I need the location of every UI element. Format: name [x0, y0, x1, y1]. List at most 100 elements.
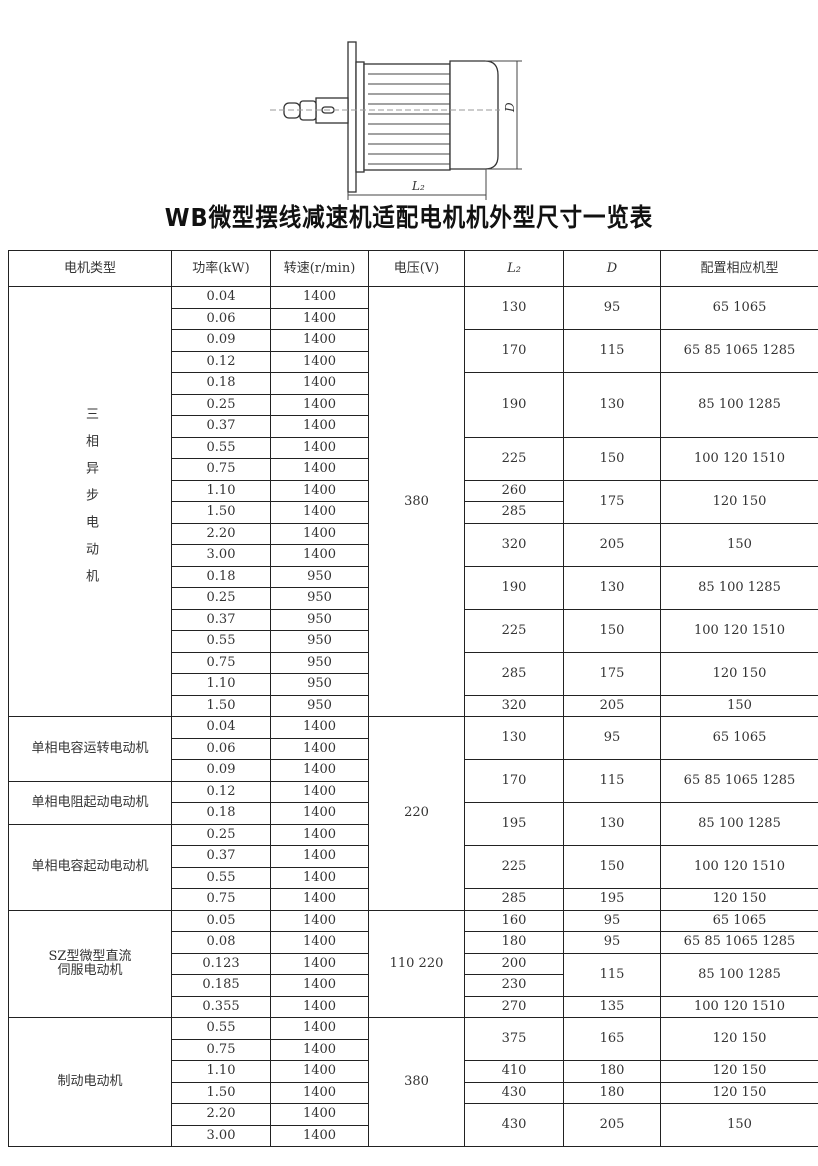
table-row: 0.37 950 225 150 100 120 1510	[9, 608, 818, 653]
table-cell: 85 100 1285	[660, 952, 818, 997]
table-cell: 260	[464, 479, 564, 502]
table-cell: 1400	[270, 823, 369, 846]
table-cell: 430	[464, 1081, 564, 1104]
table-cell: 320	[464, 522, 564, 567]
table-cell: 1400	[270, 350, 369, 373]
table-cell: 1400	[270, 931, 369, 954]
table-cell: 1400	[270, 479, 369, 502]
table-cell: 0.12	[171, 350, 271, 373]
table-row: SZ型微型直流 伺服电动机 0.05 1400 110 220 160 95 65 1065	[8, 909, 818, 1018]
label-l2: L₂	[411, 179, 425, 193]
table-cell: 85 100 1285	[660, 372, 818, 438]
header-motor-type: 电机类型	[8, 250, 172, 287]
table-cell: 3.00	[171, 1124, 271, 1147]
table-cell: 130	[464, 286, 564, 330]
table-cell: 0.05	[171, 909, 271, 932]
table-row: 0.55 1400 225 150 100 120 1510	[9, 436, 818, 481]
table-cell: 950	[270, 630, 369, 653]
table-cell: 950	[270, 651, 369, 674]
table-cell: 1.50	[171, 501, 271, 524]
table-cell: 65 1065	[660, 286, 818, 330]
table-cell: 130	[563, 802, 661, 846]
table-cell: 1400	[270, 329, 369, 352]
table-cell: 165	[563, 1017, 661, 1061]
table-cell: 200	[464, 952, 564, 975]
table-cell: 950	[270, 608, 369, 631]
table-cell: 285	[464, 501, 564, 524]
table-row: 0.06 1400	[9, 307, 818, 330]
table-cell: 1400	[270, 458, 369, 481]
table-cell: 0.55	[171, 436, 271, 459]
header-voltage: 电压(V)	[368, 250, 465, 287]
table-cell: 85 100 1285	[660, 802, 818, 846]
table-cell: 130	[563, 565, 661, 610]
table-cell: 115	[563, 952, 661, 997]
table-cell: 2.20	[171, 522, 271, 545]
table-cell: 65 85 1065 1285	[660, 931, 818, 954]
table-cell: 0.55	[171, 630, 271, 653]
table-cell: 0.37	[171, 608, 271, 631]
table-cell: 1.50	[171, 694, 271, 717]
table-cell: 1400	[270, 995, 369, 1018]
table-cell: 0.04	[171, 286, 271, 309]
motor-dimension-table: 电机类型 功率(kW) 转速(r/min) 电压(V) L₂ D 配置相应机型 …	[8, 250, 818, 1147]
table-row: 1.10 1400 410 180 120 150	[9, 1060, 818, 1083]
table-row: 2.20 1400 430 205 150	[9, 1103, 818, 1147]
table-cell: 175	[563, 651, 661, 696]
motor-dimension-drawing: D L₂	[270, 41, 522, 200]
table-cell: 1400	[270, 1060, 369, 1083]
table-cell: 65 1065	[660, 909, 818, 932]
table-cell: 100 120 1510	[660, 995, 818, 1018]
table-cell: 65 1065	[660, 716, 818, 760]
table-row: 2.20 1400 320 205 150	[9, 522, 818, 567]
table-cell: 285	[464, 888, 564, 911]
table-cell: 1400	[270, 286, 369, 309]
table-cell: 0.08	[171, 931, 271, 954]
table-cell: 1400	[270, 866, 369, 889]
table-cell: 115	[563, 329, 661, 373]
table-cell: 225	[464, 608, 564, 653]
table-cell: 950	[270, 587, 369, 610]
table-row: 0.08 1400 180 95 65 85 1065 1285	[9, 931, 818, 954]
table-cell: 150	[660, 1103, 818, 1147]
table-cell: 190	[464, 372, 564, 438]
table-cell: 1400	[270, 1103, 369, 1126]
table-cell: 120 150	[660, 888, 818, 911]
table-cell: 380	[368, 286, 465, 717]
table-row: 0.18 1400 190 130 85 100 1285	[9, 372, 818, 438]
table-cell: 1400	[270, 415, 369, 438]
table-cell: 230	[464, 974, 564, 997]
table-cell: 0.37	[171, 845, 271, 868]
table-cell: 130	[464, 716, 564, 760]
table-cell: 1400	[270, 737, 369, 760]
table-cell: 1400	[270, 888, 369, 911]
table-cell: 205	[563, 1103, 661, 1147]
header-speed: 转速(r/min)	[270, 250, 369, 287]
header-compatible-models: 配置相应机型	[660, 250, 818, 287]
table-cell: 180	[464, 931, 564, 954]
table-cell: 1400	[270, 974, 369, 997]
table-cell: 1400	[270, 544, 369, 567]
table-row: 3.00 1400	[9, 544, 818, 567]
table-cell: 225	[464, 845, 564, 889]
table-cell: 0.09	[171, 329, 271, 352]
table-cell: 160	[464, 909, 564, 932]
table-cell: 1400	[270, 522, 369, 545]
table-cell: 0.18	[171, 802, 271, 825]
motor-body	[363, 63, 451, 171]
table-row: 0.09 1400 170 115 65 85 1065 1285	[9, 329, 818, 373]
table-cell: 205	[563, 694, 661, 717]
table-header-row: 电机类型 功率(kW) 转速(r/min) 电压(V) L₂ D 配置相应机型	[8, 250, 818, 287]
table-cell: 380	[368, 1017, 465, 1147]
table-cell: 1.10	[171, 479, 271, 502]
table-cell: 0.55	[171, 866, 271, 889]
table-cell: 120 150	[660, 651, 818, 696]
table-cell: 195	[563, 888, 661, 911]
table-cell: 0.12	[171, 780, 271, 803]
table-cell: 0.06	[171, 307, 271, 330]
table-cell: 95	[563, 931, 661, 954]
table-row: 0.75 950 285 175 120 150	[9, 651, 818, 696]
table-cell: 0.25	[171, 587, 271, 610]
table-row: 制动电动机 0.55 1400 380 375 165 120 150	[8, 1017, 818, 1147]
header-d: D	[563, 250, 661, 287]
